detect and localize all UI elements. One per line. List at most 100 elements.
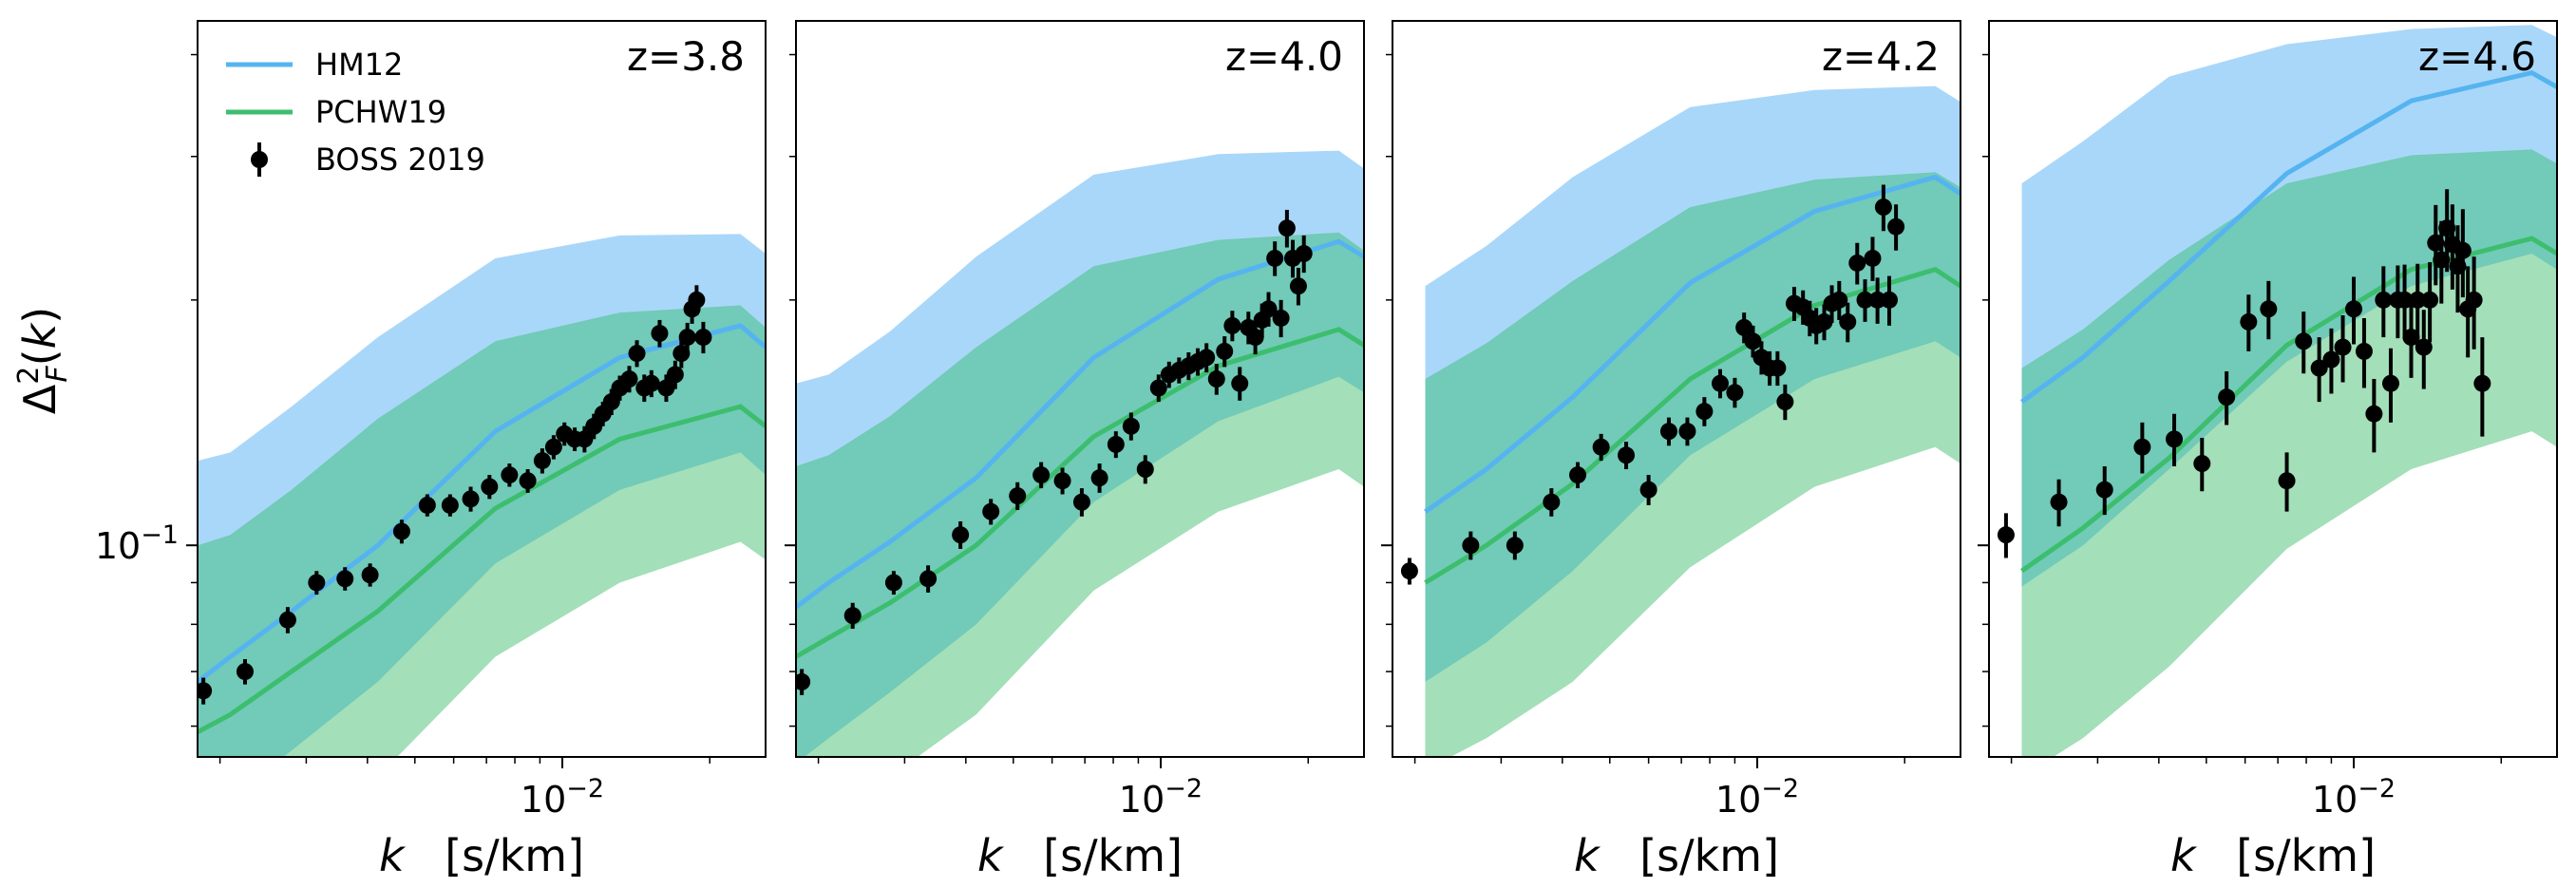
- marker: [1278, 219, 1296, 237]
- data-point: [884, 571, 902, 595]
- marker: [2095, 481, 2113, 499]
- pchw19-line: [1424, 266, 1960, 585]
- marker: [1887, 217, 1905, 236]
- marker: [1839, 312, 1857, 331]
- marker: [1260, 300, 1278, 318]
- marker: [688, 291, 706, 309]
- data-point: [1543, 488, 1561, 517]
- marker: [1198, 349, 1216, 367]
- marker: [952, 526, 970, 544]
- data-point: [1266, 241, 1284, 276]
- legend-marker: [251, 151, 268, 168]
- data-point: [2381, 348, 2399, 423]
- marker: [2334, 338, 2352, 356]
- marker: [308, 574, 326, 592]
- marker: [2409, 291, 2427, 309]
- data-point: [2409, 263, 2427, 341]
- marker: [2453, 241, 2472, 259]
- marker: [1032, 466, 1051, 484]
- data-point: [361, 563, 379, 587]
- marker: [1856, 291, 1874, 309]
- data-point: [1848, 242, 1866, 285]
- marker: [576, 430, 594, 448]
- data-point: [1735, 312, 1753, 344]
- data-point: [501, 463, 519, 487]
- data-point: [602, 388, 620, 415]
- marker: [2193, 455, 2211, 473]
- marker: [1695, 403, 1714, 421]
- data-point: [533, 448, 551, 474]
- data-point: [1880, 275, 1898, 326]
- marker: [1053, 472, 1071, 490]
- data-point: [1009, 482, 1027, 510]
- marker: [2240, 312, 2258, 331]
- marker: [594, 405, 612, 423]
- data-point: [1223, 311, 1241, 342]
- data-point: [2402, 300, 2420, 378]
- marker: [1149, 379, 1167, 397]
- y-axis-label: Δ2F(k): [12, 307, 74, 414]
- data-point: [1726, 377, 1744, 408]
- data-point: [982, 499, 1000, 525]
- data-point: [2260, 280, 2278, 340]
- pchw19-line: [2020, 236, 2557, 574]
- data-point: [642, 369, 660, 398]
- data-point: [1136, 455, 1154, 484]
- legend-label: HM12: [315, 47, 403, 83]
- data-point: [2375, 266, 2393, 338]
- marker: [1815, 312, 1833, 331]
- data-point: [198, 677, 213, 705]
- data-point: [1122, 412, 1140, 441]
- data-point: [392, 520, 410, 544]
- data-point: [544, 435, 562, 460]
- panel-3: 10−2 z=4.2 k [s/km]: [1381, 20, 1961, 881]
- data-point: [1887, 204, 1905, 251]
- marker: [666, 366, 684, 384]
- x-axis-label: k [s/km]: [379, 830, 584, 881]
- data-point: [694, 321, 712, 354]
- marker: [2402, 329, 2420, 347]
- marker: [1659, 423, 1677, 441]
- marker: [1726, 384, 1744, 402]
- marker: [1223, 316, 1241, 334]
- marker: [361, 566, 379, 584]
- data-point: [1207, 364, 1225, 395]
- data-point: [1678, 417, 1696, 446]
- panel-title: z=4.2: [1822, 33, 1940, 80]
- data-point: [2365, 379, 2383, 453]
- data-point: [2345, 276, 2363, 345]
- marker: [533, 452, 551, 470]
- pchw19-line: [796, 327, 1364, 659]
- data-point: [1569, 462, 1587, 489]
- panel-2: 10−2 z=4.0 k [s/km]: [785, 20, 1365, 881]
- data-point: [1506, 531, 1524, 560]
- marker: [1295, 245, 1313, 263]
- data-point: [2334, 315, 2352, 383]
- data-point: [2218, 370, 2236, 425]
- data-point: [278, 607, 296, 633]
- marker: [1107, 435, 1125, 453]
- hm12-line: [198, 323, 766, 684]
- panel-4: 10−2 z=4.6 k [s/km]: [1978, 20, 2558, 881]
- data-point: [651, 319, 669, 348]
- marker: [1735, 318, 1753, 336]
- marker: [1769, 359, 1787, 377]
- marker: [544, 438, 562, 456]
- marker: [2465, 291, 2483, 309]
- marker: [2050, 493, 2068, 511]
- marker: [620, 370, 638, 388]
- data-point: [1618, 442, 1636, 470]
- legend-entry: HM12: [226, 47, 403, 83]
- data-point: [418, 494, 436, 517]
- data-point: [1149, 374, 1167, 403]
- hm12-line: [2020, 69, 2557, 405]
- hm12-line: [796, 238, 1364, 610]
- marker: [418, 496, 436, 514]
- data-point: [666, 360, 684, 389]
- marker: [1864, 249, 1882, 267]
- axes-frame: [1392, 20, 1961, 758]
- data-point: [2453, 209, 2472, 298]
- data-point: [1260, 292, 1278, 327]
- marker: [392, 522, 410, 540]
- data-point: [1839, 302, 1857, 343]
